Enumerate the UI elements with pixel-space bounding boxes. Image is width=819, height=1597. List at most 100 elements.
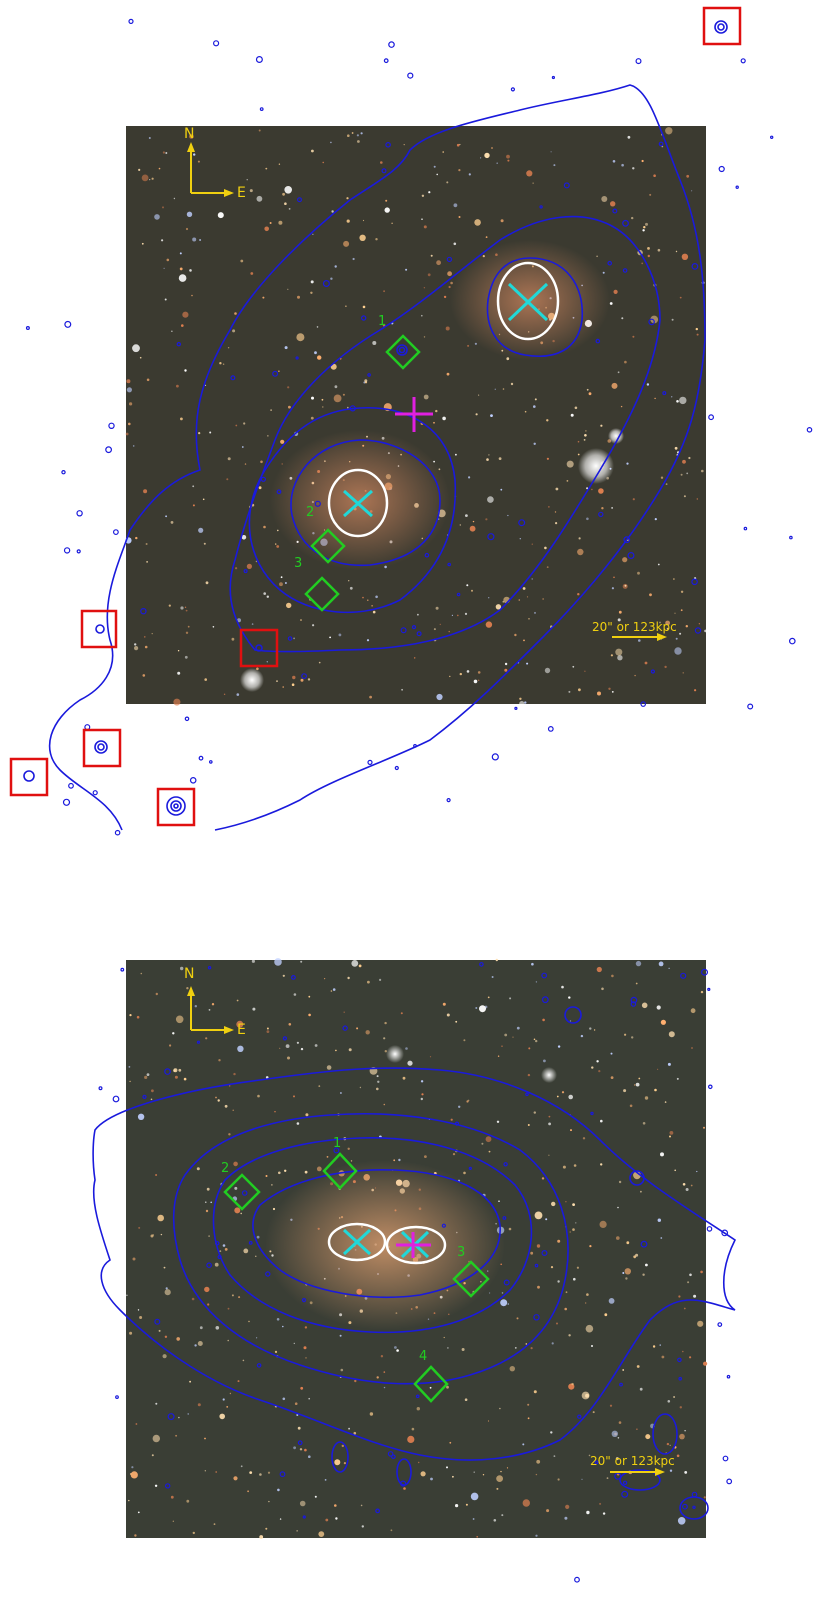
star xyxy=(568,690,571,693)
star xyxy=(376,1376,379,1379)
star xyxy=(507,1303,510,1305)
star xyxy=(591,1066,594,1069)
star xyxy=(561,985,564,989)
contour-speckle xyxy=(577,1414,582,1419)
star xyxy=(128,1066,131,1068)
star xyxy=(624,584,627,587)
star xyxy=(611,587,615,590)
star xyxy=(695,327,698,331)
star xyxy=(183,1077,187,1081)
star xyxy=(506,357,510,361)
star xyxy=(683,1307,686,1310)
star xyxy=(691,1047,693,1049)
star xyxy=(175,1434,178,1437)
region-label-1: 1 xyxy=(378,314,386,329)
star xyxy=(667,1062,671,1066)
star xyxy=(266,1030,270,1033)
diamond-region-1 xyxy=(322,1152,358,1190)
star xyxy=(318,661,321,664)
star xyxy=(198,527,204,533)
star xyxy=(510,382,514,386)
star xyxy=(622,1369,625,1371)
star xyxy=(335,1517,338,1520)
star xyxy=(500,488,503,491)
star xyxy=(206,1187,210,1191)
star xyxy=(362,219,365,222)
star xyxy=(260,460,263,464)
star xyxy=(617,618,621,622)
star xyxy=(482,1474,485,1476)
star xyxy=(157,1214,164,1222)
star xyxy=(223,693,226,695)
star xyxy=(360,132,363,135)
star xyxy=(380,161,383,164)
contour-speckle xyxy=(388,41,395,48)
star xyxy=(653,174,656,177)
star xyxy=(423,287,426,289)
contour-speckle xyxy=(747,703,754,710)
star xyxy=(219,362,222,365)
star xyxy=(660,1152,664,1157)
star xyxy=(246,563,252,570)
star xyxy=(553,1455,556,1457)
red-box xyxy=(80,609,118,649)
contour-speckle xyxy=(314,500,321,507)
star xyxy=(348,1427,350,1430)
contour-speckle xyxy=(456,592,461,597)
contour-speckle xyxy=(717,1322,723,1328)
compass xyxy=(187,142,234,197)
star xyxy=(300,619,302,621)
star xyxy=(530,1251,534,1255)
star xyxy=(459,143,461,146)
contour-speckle xyxy=(272,370,279,377)
star xyxy=(278,1171,281,1175)
star xyxy=(278,220,283,225)
star xyxy=(622,1272,625,1274)
star xyxy=(550,151,552,153)
star xyxy=(178,1068,182,1072)
star xyxy=(621,163,624,167)
white-ellipse xyxy=(327,1222,387,1262)
star xyxy=(162,1354,167,1359)
star xyxy=(569,1020,572,1022)
star xyxy=(523,639,525,642)
star xyxy=(611,974,614,978)
star xyxy=(436,173,439,176)
star xyxy=(293,1342,295,1345)
star xyxy=(679,296,682,299)
star xyxy=(478,679,480,681)
contour-speckle xyxy=(140,608,147,615)
region-label-3: 3 xyxy=(457,1245,465,1260)
star xyxy=(591,1345,593,1347)
star xyxy=(642,229,645,232)
star xyxy=(645,1434,651,1440)
star xyxy=(137,1113,145,1120)
star xyxy=(535,981,538,983)
star xyxy=(564,1307,567,1311)
star xyxy=(256,1337,258,1339)
star xyxy=(495,604,502,610)
star xyxy=(555,487,559,491)
star xyxy=(533,405,536,408)
star xyxy=(574,406,578,410)
contour-speckle xyxy=(680,972,687,979)
star xyxy=(278,163,281,165)
star xyxy=(602,271,605,274)
contour-speckle xyxy=(295,356,299,360)
star xyxy=(459,524,461,526)
star xyxy=(573,1164,577,1167)
contour-speckle xyxy=(64,320,72,328)
star xyxy=(326,1065,332,1070)
star xyxy=(533,1111,536,1114)
contour-inner xyxy=(248,407,457,614)
star xyxy=(322,161,324,164)
contour-point xyxy=(629,1170,645,1186)
star xyxy=(534,1211,543,1220)
star xyxy=(625,1277,628,1280)
contour-speckle xyxy=(590,1111,594,1116)
star xyxy=(427,273,431,277)
star xyxy=(681,253,689,260)
star xyxy=(452,1153,456,1156)
star xyxy=(696,1170,698,1173)
star xyxy=(308,1013,311,1017)
